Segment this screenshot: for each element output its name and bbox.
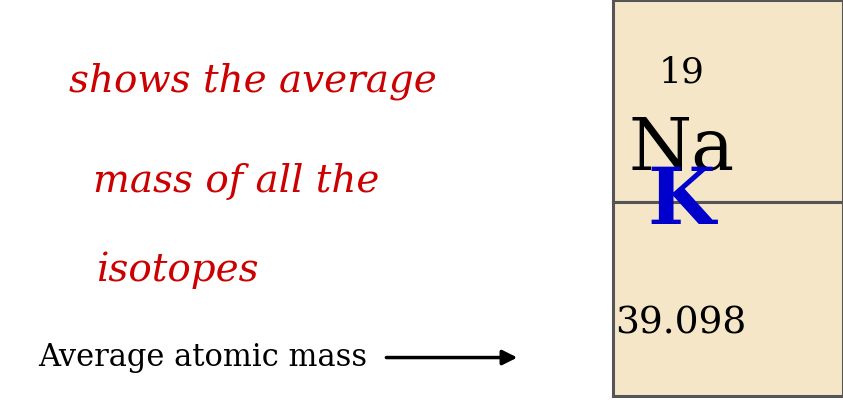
Text: shows the average: shows the average — [69, 62, 437, 99]
Bar — [613, 0, 843, 202]
Text: 19: 19 — [658, 56, 704, 90]
Text: Average atomic mass: Average atomic mass — [38, 342, 367, 373]
Text: isotopes: isotopes — [96, 252, 258, 289]
Text: K: K — [647, 164, 715, 240]
Bar — [613, 202, 843, 396]
Text: Na: Na — [628, 114, 734, 185]
Text: 39.098: 39.098 — [615, 305, 747, 341]
Text: mass of all the: mass of all the — [93, 163, 379, 200]
